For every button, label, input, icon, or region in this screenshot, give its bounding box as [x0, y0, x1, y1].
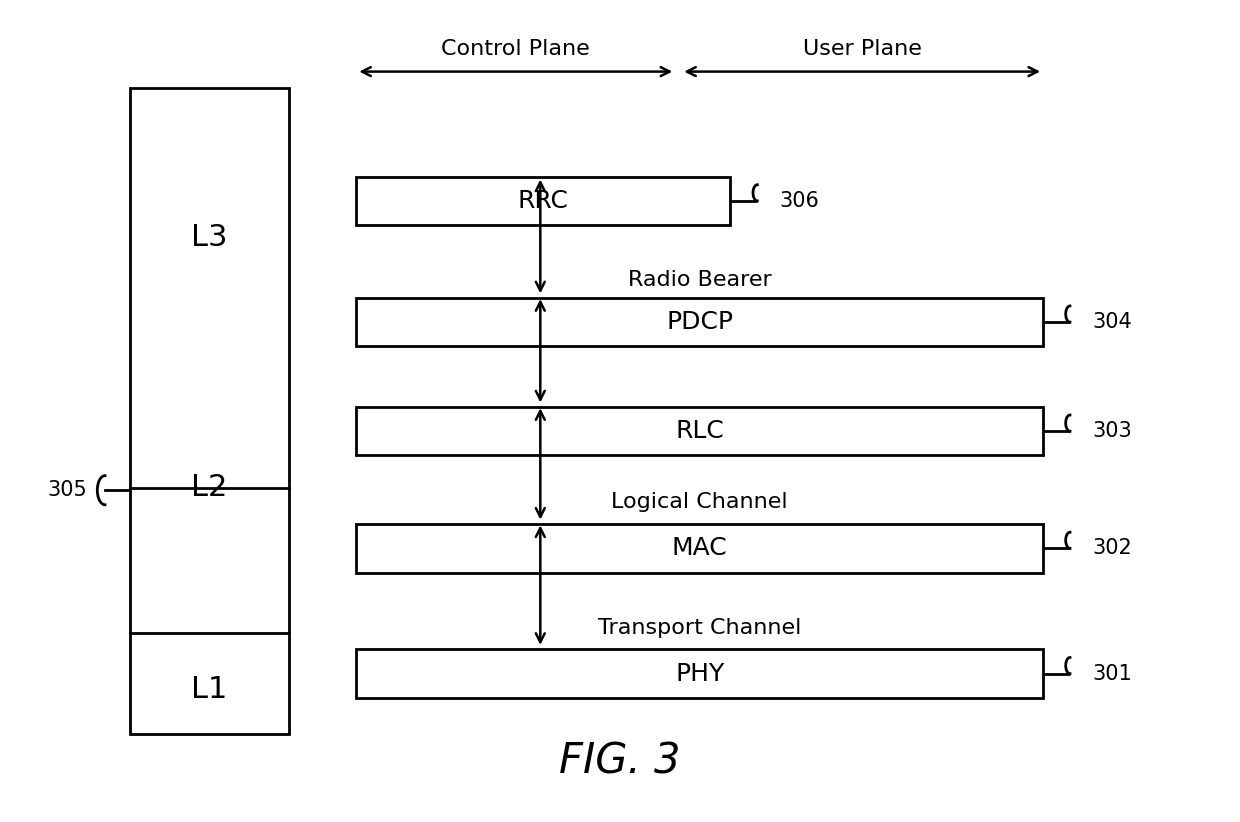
Text: 302: 302 — [1092, 538, 1132, 558]
Text: 305: 305 — [47, 480, 87, 501]
Text: User Plane: User Plane — [802, 39, 921, 59]
Bar — [356, 407, 1043, 455]
Text: L2: L2 — [191, 473, 227, 502]
Text: RRC: RRC — [518, 189, 569, 213]
Text: 306: 306 — [780, 191, 820, 211]
Bar — [356, 649, 1043, 698]
Text: PHY: PHY — [675, 662, 724, 686]
Text: L1: L1 — [191, 676, 227, 704]
Text: Transport Channel: Transport Channel — [598, 617, 801, 638]
Text: RLC: RLC — [676, 419, 724, 443]
Text: Radio Bearer: Radio Bearer — [627, 270, 771, 290]
Bar — [356, 524, 1043, 573]
Text: MAC: MAC — [672, 537, 728, 561]
Text: L3: L3 — [191, 223, 227, 252]
Text: PDCP: PDCP — [666, 310, 733, 334]
Text: Logical Channel: Logical Channel — [611, 492, 787, 511]
Text: 304: 304 — [1092, 312, 1132, 332]
Bar — [356, 177, 730, 225]
Text: 301: 301 — [1092, 663, 1132, 684]
Text: FIG. 3: FIG. 3 — [559, 741, 681, 783]
Bar — [356, 298, 1043, 346]
Text: 303: 303 — [1092, 421, 1132, 441]
Bar — [129, 88, 289, 734]
Text: Control Plane: Control Plane — [441, 39, 590, 59]
